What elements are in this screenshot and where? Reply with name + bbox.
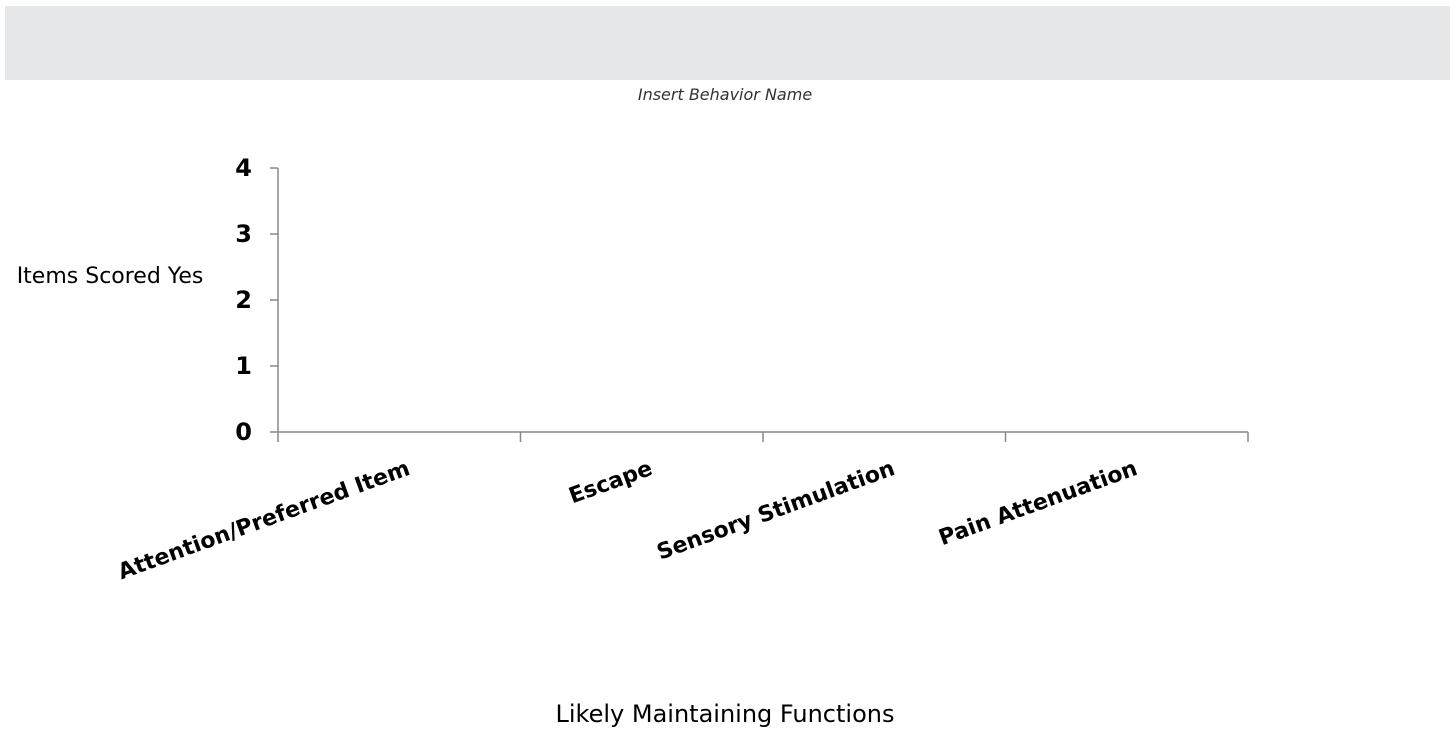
x-category-label: Attention/Preferred Item [115, 456, 413, 585]
x-axis-label: Likely Maintaining Functions [555, 700, 895, 728]
y-tick-label: 1 [235, 352, 252, 380]
y-axis-label: Items Scored Yes [16, 264, 204, 289]
chart-subtitle: Insert Behavior Name [637, 85, 813, 104]
y-tick-label: 4 [235, 154, 252, 182]
y-tick-label: 0 [235, 418, 252, 446]
y-tick-label: 3 [235, 220, 252, 248]
y-tick-label: 2 [235, 286, 252, 314]
tick-group: 0 1 2 3 4 Attention/Preferred Item EscapeSenso… [115, 154, 1249, 585]
x-category-label: Sensory Stimulation [654, 456, 899, 565]
header-band [5, 6, 1450, 80]
x-category-label: Pain Attenuation [936, 456, 1141, 551]
x-category-label: Escape [566, 456, 656, 509]
